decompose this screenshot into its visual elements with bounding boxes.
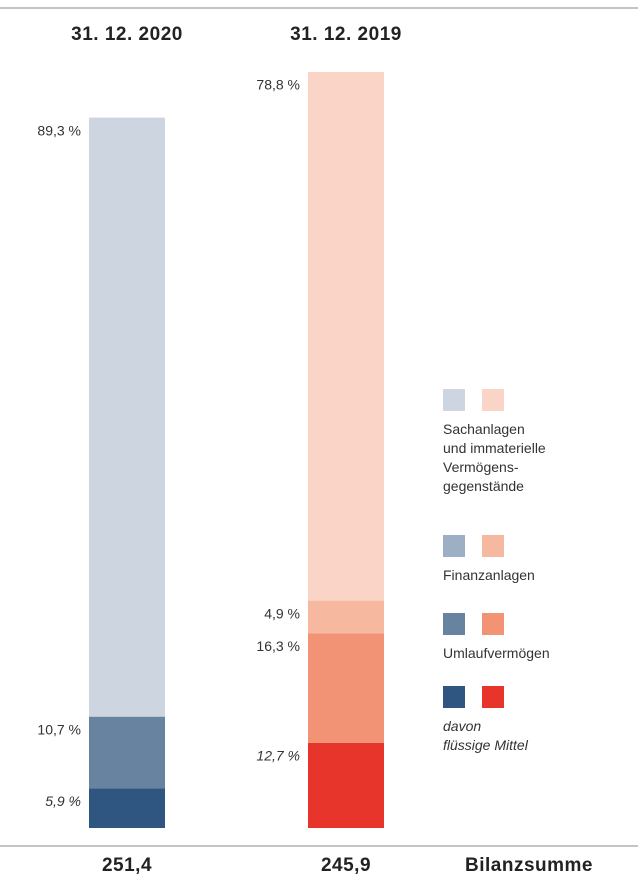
legend-swatch (443, 613, 465, 635)
column-header: 31. 12. 2019 (290, 24, 402, 45)
legend-label: davon flüssige Mittel (443, 718, 528, 753)
value-label: 89,3 % (37, 122, 81, 138)
bar-segment (89, 716, 165, 789)
bar-segment (89, 117, 165, 717)
value-label: 16,3 % (256, 638, 300, 654)
legend-swatches (443, 389, 633, 416)
bar-segment (308, 742, 384, 828)
legend-item: davon flüssige Mittel (443, 686, 633, 755)
total-value: 245,9 (321, 855, 371, 876)
value-label: 5,9 % (45, 793, 81, 809)
legend-swatch (443, 389, 465, 411)
legend-swatch (443, 686, 465, 708)
legend-swatch (482, 613, 504, 635)
legend-swatches (443, 613, 633, 640)
value-label: 10,7 % (37, 721, 81, 737)
legend-swatches (443, 686, 633, 713)
column-header: 31. 12. 2020 (71, 24, 183, 45)
legend-item: Finanzanlagen (443, 535, 633, 585)
value-label: 4,9 % (264, 605, 300, 621)
total-label: Bilanzsumme (465, 855, 593, 876)
legend-item: Umlaufvermögen (443, 613, 633, 663)
legend-swatch (482, 686, 504, 708)
legend-swatch (482, 535, 504, 557)
value-label: 12,7 % (256, 748, 300, 764)
bar-segment (308, 72, 384, 601)
legend-label: Sachanlagen und immaterielle Vermögens- … (443, 421, 546, 494)
legend-swatch (443, 535, 465, 557)
bar-segment (308, 600, 384, 634)
bar-segment (308, 633, 384, 743)
legend-label: Umlaufvermögen (443, 645, 550, 661)
total-value: 251,4 (102, 855, 152, 876)
bar-segment (89, 788, 165, 828)
legend-label: Finanzanlagen (443, 567, 535, 583)
value-label: 78,8 % (256, 77, 300, 93)
legend-swatches (443, 535, 633, 562)
legend-swatch (482, 389, 504, 411)
legend-item: Sachanlagen und immaterielle Vermögens- … (443, 389, 633, 496)
